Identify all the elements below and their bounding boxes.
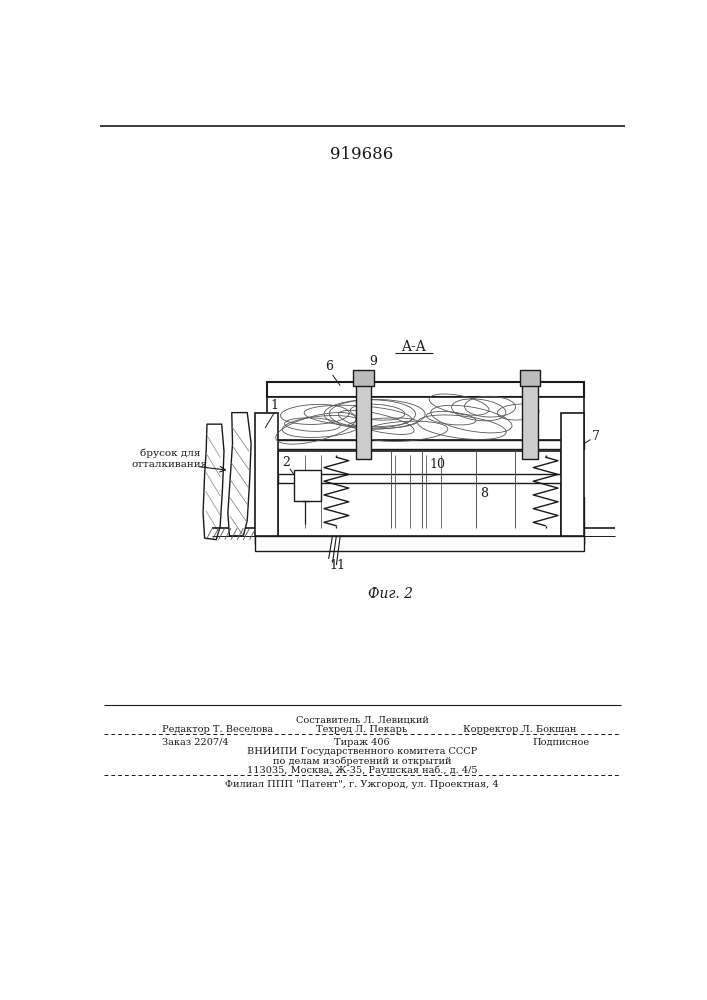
Polygon shape — [228, 413, 251, 536]
Polygon shape — [203, 424, 224, 540]
Text: 7: 7 — [592, 430, 600, 443]
Text: 11: 11 — [330, 559, 346, 572]
Text: Редактор Т. Веселова: Редактор Т. Веселова — [162, 725, 273, 734]
Bar — [267, 382, 585, 397]
Text: 8: 8 — [479, 487, 488, 500]
Text: Корректор Л. Бокшан: Корректор Л. Бокшан — [463, 725, 577, 734]
Bar — [561, 497, 585, 544]
Bar — [279, 474, 561, 483]
Text: 1: 1 — [270, 399, 279, 412]
Text: 10: 10 — [429, 458, 445, 471]
Bar — [279, 451, 561, 536]
Bar — [293, 470, 321, 501]
Text: Техред Л. Пекарь: Техред Л. Пекарь — [317, 725, 407, 734]
Text: Подписное: Подписное — [532, 738, 590, 747]
Text: Составитель Л. Левицкий: Составитель Л. Левицкий — [296, 715, 428, 724]
Text: по делам изобретений и открытий: по делам изобретений и открытий — [273, 756, 451, 766]
Bar — [356, 382, 371, 459]
Bar — [561, 413, 585, 536]
Text: Фиг. 2: Фиг. 2 — [368, 587, 413, 601]
Text: 2: 2 — [282, 456, 290, 470]
Text: A-A: A-A — [402, 340, 426, 354]
Bar — [255, 497, 279, 544]
Text: Филиал ППП "Патент", г. Ужгород, ул. Проектная, 4: Филиал ППП "Патент", г. Ужгород, ул. Про… — [225, 780, 498, 789]
Bar — [520, 370, 540, 386]
Bar — [267, 397, 585, 440]
Text: 113035, Москва, Ж-35, Раушская наб., д. 4/5: 113035, Москва, Ж-35, Раушская наб., д. … — [247, 765, 477, 775]
Bar — [522, 382, 538, 459]
Text: ВНИИПИ Государственного комитета СССР: ВНИИПИ Государственного комитета СССР — [247, 747, 477, 756]
Bar — [255, 413, 279, 536]
Text: 9: 9 — [370, 355, 378, 368]
Text: брусок для
отталкивания: брусок для отталкивания — [132, 448, 208, 469]
Bar — [267, 440, 585, 449]
Text: 919686: 919686 — [330, 146, 394, 163]
Text: Заказ 2207/4: Заказ 2207/4 — [162, 738, 228, 747]
Bar — [354, 370, 373, 386]
Text: 6: 6 — [325, 360, 332, 373]
Text: Тираж 406: Тираж 406 — [334, 738, 390, 747]
Bar — [255, 536, 585, 551]
